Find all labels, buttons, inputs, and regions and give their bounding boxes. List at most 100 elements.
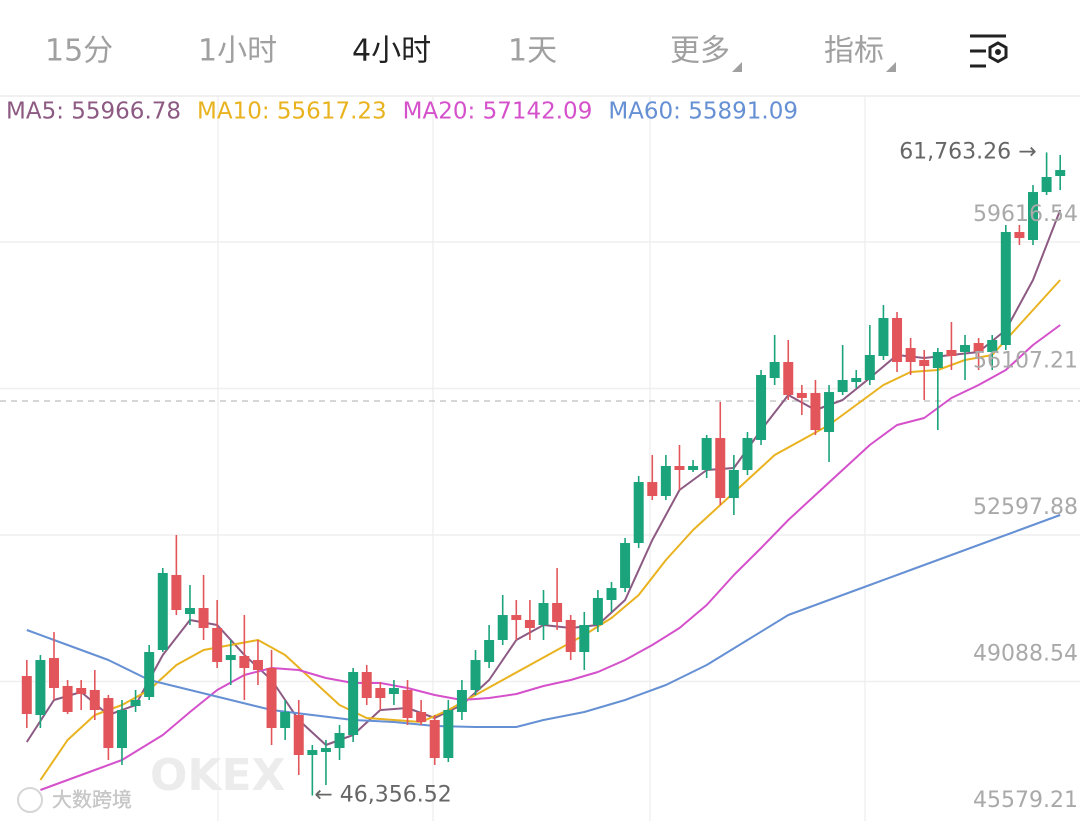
- candle-body: [769, 362, 780, 378]
- candle-body: [416, 711, 427, 723]
- candle-body: [144, 652, 155, 698]
- candle-body: [280, 711, 291, 728]
- candle-body: [728, 470, 739, 499]
- candle-body: [293, 715, 304, 755]
- icon-hexagon: [988, 41, 1008, 64]
- candle-body: [388, 687, 399, 695]
- candle-body: [1000, 232, 1011, 346]
- candle-body: [198, 608, 209, 629]
- candle-body: [715, 438, 726, 499]
- tab[interactable]: 1天: [508, 34, 557, 69]
- grid-layer: [0, 241, 1080, 683]
- candle-body: [688, 465, 699, 471]
- candle-body: [647, 482, 658, 497]
- watermark-text: 大数跨境: [52, 788, 132, 812]
- candle-layer: [21, 152, 1066, 796]
- y-tick-label: 49088.54: [973, 642, 1078, 667]
- candle-body: [905, 348, 916, 363]
- candle-body: [184, 608, 195, 615]
- y-tick-label: 59616.54: [973, 202, 1078, 227]
- candle-body: [103, 698, 114, 749]
- candle-body: [1028, 192, 1039, 240]
- candle-body: [524, 619, 535, 629]
- y-tick-label: 45579.21: [973, 788, 1078, 813]
- candle-body: [443, 709, 454, 759]
- min-annotation: ← 46,356.52: [314, 783, 451, 808]
- tab[interactable]: 4小时: [352, 34, 431, 69]
- candle-body: [864, 354, 875, 381]
- legend-entry: MA5: 55966.78: [6, 99, 181, 125]
- candle-body: [266, 668, 277, 728]
- candle-body: [171, 574, 182, 611]
- candle-body: [796, 392, 807, 398]
- candle-body: [1041, 176, 1052, 193]
- candle-body: [429, 720, 440, 759]
- tab[interactable]: 1小时: [198, 34, 277, 69]
- y-tick-label: 56107.21: [973, 349, 1078, 374]
- dropdown-caret: [886, 62, 896, 72]
- candle-body: [62, 685, 73, 712]
- candle-body: [334, 732, 345, 749]
- candle-body: [130, 700, 141, 706]
- candle-body: [660, 465, 671, 497]
- tab[interactable]: 更多: [670, 34, 730, 69]
- candle-body: [511, 615, 522, 620]
- candle-body: [307, 750, 318, 755]
- candle-body: [810, 392, 821, 431]
- candle-body: [402, 690, 413, 719]
- candle-body: [919, 360, 930, 367]
- candle-body: [892, 318, 903, 363]
- candle-body: [756, 374, 767, 440]
- watermark-layer: OKEX 大数跨境: [17, 750, 286, 813]
- candle-body: [252, 660, 263, 671]
- candle-body: [1055, 170, 1066, 176]
- candle-body: [674, 465, 685, 471]
- candle-body: [1014, 232, 1025, 239]
- settings-icon[interactable]: [970, 34, 1008, 68]
- legend-entry: MA20: 57142.09: [403, 99, 593, 125]
- candle-body: [116, 709, 127, 749]
- candle-body: [497, 615, 508, 640]
- candle-body: [89, 690, 100, 710]
- candle-body: [48, 658, 59, 688]
- max-annotation: 61,763.26 →: [899, 139, 1036, 164]
- candle-body: [35, 660, 46, 716]
- candle-body: [470, 660, 481, 690]
- y-tick-label: 52597.88: [973, 495, 1078, 520]
- watermark-logo: OKEX: [150, 750, 286, 801]
- candle-body: [742, 438, 753, 471]
- candle-body: [633, 482, 644, 544]
- candle-body: [157, 572, 168, 651]
- candle-body: [225, 655, 236, 661]
- candle-body: [837, 380, 848, 393]
- candle-body: [606, 588, 617, 600]
- candle-body: [824, 392, 835, 433]
- candle-body: [552, 603, 563, 622]
- legend-entry: MA60: 55891.09: [608, 99, 798, 125]
- watermark-icon: [17, 787, 43, 813]
- candle-body: [960, 345, 971, 352]
- candle-body: [361, 672, 372, 699]
- candle-body: [878, 318, 889, 356]
- candle-body: [348, 672, 359, 736]
- candle-body: [946, 349, 957, 356]
- candle-body: [701, 438, 712, 471]
- ma-line: [26, 514, 1061, 728]
- tab[interactable]: 15分: [45, 34, 113, 69]
- legend-entry: MA10: 55617.23: [197, 99, 387, 125]
- candle-body: [620, 543, 631, 589]
- candle-body: [987, 340, 998, 352]
- dropdown-caret: [732, 62, 742, 72]
- candle-body: [456, 690, 467, 712]
- candle-body: [538, 603, 549, 626]
- candle-body: [76, 687, 87, 695]
- candle-body: [579, 625, 590, 653]
- candle-body: [932, 351, 943, 369]
- candle-body: [783, 362, 794, 395]
- candle-body: [239, 656, 250, 669]
- tab[interactable]: 指标: [824, 34, 884, 69]
- text-layer: 15分 1小时 4小时 1天 更多 指标 59616.54 56107.21 52597.88 4…: [6, 34, 1078, 814]
- vertical-grid: [217, 96, 866, 821]
- candle-body: [565, 619, 576, 653]
